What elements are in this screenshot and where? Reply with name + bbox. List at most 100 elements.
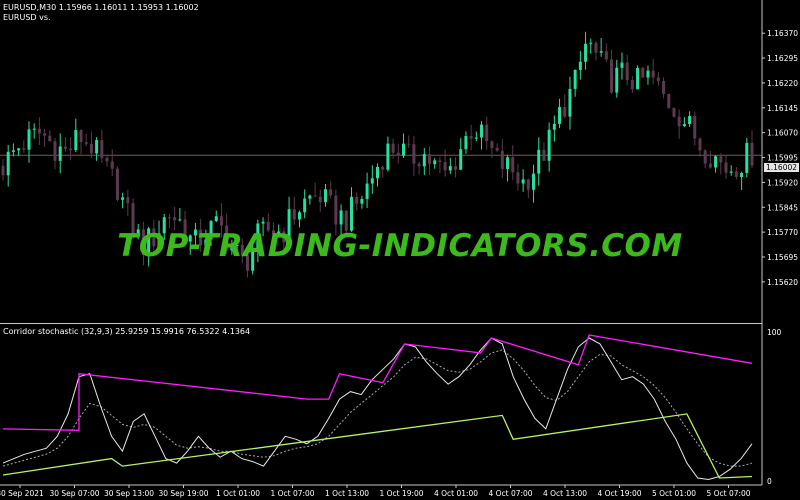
candle-body [225,225,229,251]
candle-body [89,143,93,154]
candle-body [714,156,718,168]
candle-body [724,162,728,173]
candle-body [698,138,702,151]
candle-body [485,124,489,142]
candle-body [703,150,707,164]
candle-body [521,179,525,184]
candle-body [537,149,541,174]
candle-body [152,228,156,247]
candle-body [448,166,452,171]
candle-body [349,196,353,231]
candle-body [417,163,421,167]
candle-body [412,144,416,164]
candle-body [454,166,458,170]
candle-body [214,216,218,222]
candle-body [620,62,624,68]
candle-body [95,140,99,154]
candle-body [646,70,650,78]
price-tick-label: 1.16145 [767,104,798,113]
price-tick-label: 1.15845 [767,203,798,212]
candle-body [100,140,104,158]
candle-body [204,239,208,246]
candle-body [235,244,239,246]
candle-body [532,173,536,190]
candle-body [610,59,614,93]
candle-body [422,154,426,167]
candle-body [630,80,634,90]
candle-body [1,165,5,176]
candle-body [402,143,406,156]
candle-body [261,221,265,224]
chart-symbol-header: EURUSD,M30 1.15966 1.16011 1.15953 1.160… [3,3,199,12]
candle-body [438,160,442,163]
candle-body [584,43,588,62]
candle-body [308,195,312,199]
candle-body [251,249,255,271]
candle-body [43,133,47,136]
candle-body [110,161,114,169]
candle-body [22,148,26,150]
candle-body [245,255,249,271]
time-tick-label: 30 Sep 07:00 [49,489,99,498]
candle-body [84,142,88,144]
candle-body [740,172,744,177]
candle-body [386,143,390,170]
candle-body [407,143,411,145]
candle-body [167,217,171,219]
price-tick-label: 1.16070 [767,129,798,138]
time-tick-label: 5 Oct 07:00 [706,489,750,498]
candle-body [474,137,478,139]
time-tick-label: 4 Oct 07:00 [488,489,532,498]
candle-body [173,217,177,221]
candle-body [266,221,270,231]
candle-body [17,148,21,151]
candle-body [147,228,151,256]
candle-body [178,219,182,221]
candle-body [157,233,161,247]
current-price-tag: 1.16002 [764,163,800,172]
candle-body [162,217,166,234]
price-tick-label: 1.15620 [767,278,798,287]
candle-body [297,212,301,220]
candle-body [277,231,281,235]
candle-body [219,216,223,226]
candle-body [6,151,10,176]
candle-body [568,88,572,117]
candle-body [552,123,556,130]
candle-body [370,178,374,184]
candle-body [339,210,343,225]
candle-body [433,160,437,165]
time-tick-label: 30 Sep 13:00 [104,489,154,498]
time-tick-label: 30 Sep 19:00 [158,489,208,498]
watermark: TOP-TRADING-INDICATORS.COM [117,228,683,264]
time-tick-label: 5 Oct 01:00 [652,489,696,498]
candle-body [292,209,296,220]
candle-body [303,198,307,213]
indicator-tick-label: 100 [767,328,782,337]
candle-body [480,124,484,138]
lower-corridor-line [2,413,753,479]
candle-body [599,51,603,53]
candle-body [58,146,62,161]
candle-body [126,197,130,204]
price-tick-label: 1.16370 [767,29,798,38]
candle-body [682,124,686,127]
candle-body [318,196,322,203]
candle-body [365,183,369,199]
candle-body [693,116,697,139]
price-tick-label: 1.15995 [767,154,798,163]
candle-body [209,221,213,240]
candle-body [27,129,31,150]
time-tick-label: 30 Sep 2021 [0,489,44,498]
main-line [2,337,753,481]
candle-body [11,150,15,152]
candle-body [506,157,510,170]
candle-body [391,143,395,153]
time-tick-label: 1 Oct 07:00 [270,489,314,498]
candle-body [32,128,36,130]
candle-body [105,157,109,162]
candle-body [719,156,723,163]
candle-body [360,198,364,204]
price-tick-label: 1.15770 [767,228,798,237]
